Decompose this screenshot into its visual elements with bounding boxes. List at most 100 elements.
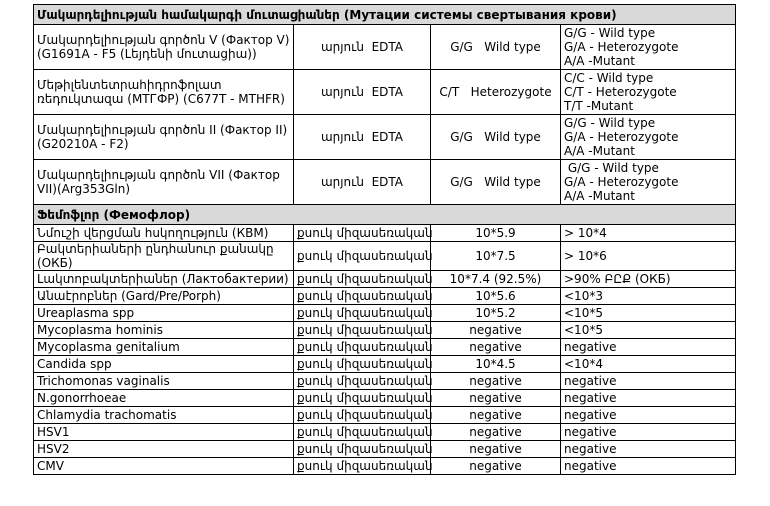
table-cell: քսուկ միզասեռական: [293, 321, 433, 339]
table-cell: <10*5: [559, 304, 737, 322]
table-row: Trichomonas vaginalis քսուկ միզասեռական ne…: [33, 372, 737, 390]
table-row: N.gonorrhoeae քսուկ միզասեռական negative ne…: [33, 389, 737, 407]
table-cell: negative: [430, 389, 561, 407]
table-cell: G/G Wild type: [430, 114, 561, 160]
table-cell: negative: [430, 372, 561, 390]
cell-line: G/A - Heterozygote: [564, 175, 679, 189]
cell-line: G/A - Heterozygote: [564, 40, 679, 54]
table-cell: > 10*4: [559, 224, 737, 242]
table-row: Candida spp քսուկ միզասեռական 10*4.5 <10*4: [33, 355, 737, 373]
table-cell: 10*7.5: [430, 241, 561, 271]
table-cell: G/G - Wild type G/A - Heterozygote A/A -Mu…: [559, 114, 737, 160]
table-cell: G/G Wild type: [430, 24, 561, 70]
table-row: Մակարդելիության գործոն II (Фактор II) (G…: [33, 114, 737, 160]
table-row: Լակտոբակտերիաներ (Лактобактерии) քսուկ մի…: [33, 270, 737, 288]
table-row: Մակարդելիության գործոն V (Фактор V) (G16…: [33, 24, 737, 70]
table-cell: <10*3: [559, 287, 737, 305]
cell-line: T/T -Mutant: [564, 99, 634, 113]
table-cell: G/G - Wild type G/A - Heterozygote A/A -Mu…: [559, 24, 737, 70]
table-cell: Նմուշի վերցման հսկողություն (КВМ): [33, 224, 294, 242]
table-cell: HSV2: [33, 440, 294, 458]
table-cell: Մակարդելիության գործոն II (Фактор II) (G…: [33, 114, 294, 160]
table-cell: Մեթիլենտետրահիդրոֆոլատ ռեդուկտազա (МТГФР…: [33, 69, 294, 115]
table-row: Ureaplasma spp քսուկ միզասեռական 10*5.2 <10…: [33, 304, 737, 322]
table-cell: N.gonorrhoeae: [33, 389, 294, 407]
table-cell: Բակտերիաների ընդհանուր քանակը (ОКБ): [33, 241, 294, 271]
table-cell: 10*4.5: [430, 355, 561, 373]
table-cell: negative: [559, 389, 737, 407]
table-cell: քսուկ միզասեռական: [293, 355, 433, 373]
table-cell: քսուկ միզասեռական: [293, 241, 433, 271]
table-cell: negative: [430, 338, 561, 356]
table-cell: Chlamydia trachomatis: [33, 406, 294, 424]
table-cell: քսուկ միզասեռական: [293, 440, 433, 458]
table-row: Մեթիլենտետրահիդրոֆոլատ ռեդուկտազա (МТГФР…: [33, 69, 737, 115]
table-cell: քսուկ միզասեռական: [293, 389, 433, 407]
table-row: Mycoplasma genitalium քսուկ միզասեռական ne…: [33, 338, 737, 356]
table-cell: negative: [430, 457, 561, 475]
table-cell: 10*7.4 (92.5%): [430, 270, 561, 288]
table-cell: Լակտոբակտերիաներ (Лактобактерии): [33, 270, 294, 288]
table-cell: > 10*6: [559, 241, 737, 271]
table-cell: արյուն EDTA: [293, 159, 431, 205]
table-row: Անաէրոբներ (Gard/Pre/Porph) քսուկ միզասեռ…: [33, 287, 737, 305]
table-row: HSV2 քսուկ միզասեռական negative negative: [33, 440, 737, 458]
table-cell: negative: [430, 406, 561, 424]
cell-line: G/G - Wild type: [564, 26, 656, 40]
table-row: CMV քսուկ միզասեռական negative negative: [33, 457, 737, 475]
table-cell: քսուկ միզասեռական: [293, 423, 433, 441]
table-cell: Մակարդելիության գործոն V (Фактор V) (G16…: [33, 24, 294, 70]
table-cell: >90% ԲԸՔ (ОКБ): [559, 270, 737, 288]
table-cell: <10*4: [559, 355, 737, 373]
section-header-row: Մակարդելիության համակարգի մուտացիաներ (М…: [32, 4, 737, 25]
table-cell: HSV1: [33, 423, 294, 441]
table-cell: քսուկ միզասեռական: [293, 287, 433, 305]
table-cell: negative: [430, 321, 561, 339]
table-cell: արյուն EDTA: [293, 69, 431, 115]
table-cell: Mycoplasma genitalium: [33, 338, 294, 356]
table-cell: արյուն EDTA: [293, 24, 431, 70]
cell-line: G/G - Wild type: [564, 116, 656, 130]
section-title: Ֆեմոֆլոր (Фемофлор): [32, 204, 737, 225]
table-cell: negative: [559, 423, 737, 441]
cell-line: A/A -Mutant: [564, 189, 635, 203]
table-row: Բակտերիաների ընդհանուր քանակը (ОКБ) քսուկ…: [33, 241, 737, 271]
table-cell: negative: [559, 372, 737, 390]
table-row: Մակարդելիության գործոն VII (Фактор VII)(…: [33, 159, 737, 205]
cell-line: G/G - Wild type: [564, 161, 659, 175]
table-cell: CMV: [33, 457, 294, 475]
table-cell: քսուկ միզասեռական: [293, 457, 433, 475]
table-cell: C/C - Wild type C/T - Heterozygote T/T -Mu…: [559, 69, 737, 115]
table-cell: քսուկ միզասեռական: [293, 406, 433, 424]
table-cell: C/T Heterozygote: [430, 69, 561, 115]
cell-line: C/C - Wild type: [564, 71, 654, 85]
table-cell: Անաէրոբներ (Gard/Pre/Porph): [33, 287, 294, 305]
section-title: Մակարդելիության համակարգի մուտացիաներ (М…: [32, 4, 737, 25]
table-row: HSV1 քսուկ միզասեռական negative negative: [33, 423, 737, 441]
table-cell: Mycoplasma hominis: [33, 321, 294, 339]
table-cell: negative: [559, 338, 737, 356]
table-cell: Ureaplasma spp: [33, 304, 294, 322]
table-cell: negative: [559, 440, 737, 458]
cell-line: A/A -Mutant: [564, 144, 635, 158]
table-cell: G/G Wild type: [430, 159, 561, 205]
table-cell: քսուկ միզասեռական: [293, 270, 433, 288]
cell-line: A/A -Mutant: [564, 54, 635, 68]
table-cell: 10*5.2: [430, 304, 561, 322]
table-cell: G/G - Wild type G/A - Heterozygote A/A -Mu…: [559, 159, 737, 205]
table-cell: քսուկ միզասեռական: [293, 304, 433, 322]
table-cell: քսուկ միզասեռական: [293, 372, 433, 390]
table-cell: 10*5.9: [430, 224, 561, 242]
table-cell: negative: [430, 440, 561, 458]
table-cell: negative: [559, 406, 737, 424]
cell-line: C/T - Heterozygote: [564, 85, 677, 99]
table-cell: <10*5: [559, 321, 737, 339]
table-row: Նմուշի վերցման հսկողություն (КВМ) քսուկ մ…: [33, 224, 737, 242]
table-cell: negative: [559, 457, 737, 475]
cell-line: G/A - Heterozygote: [564, 130, 679, 144]
table-cell: negative: [430, 423, 561, 441]
table-cell: քսուկ միզասեռական: [293, 224, 433, 242]
table-cell: արյուն EDTA: [293, 114, 431, 160]
table-cell: Մակարդելիության գործոն VII (Фактор VII)(…: [33, 159, 294, 205]
